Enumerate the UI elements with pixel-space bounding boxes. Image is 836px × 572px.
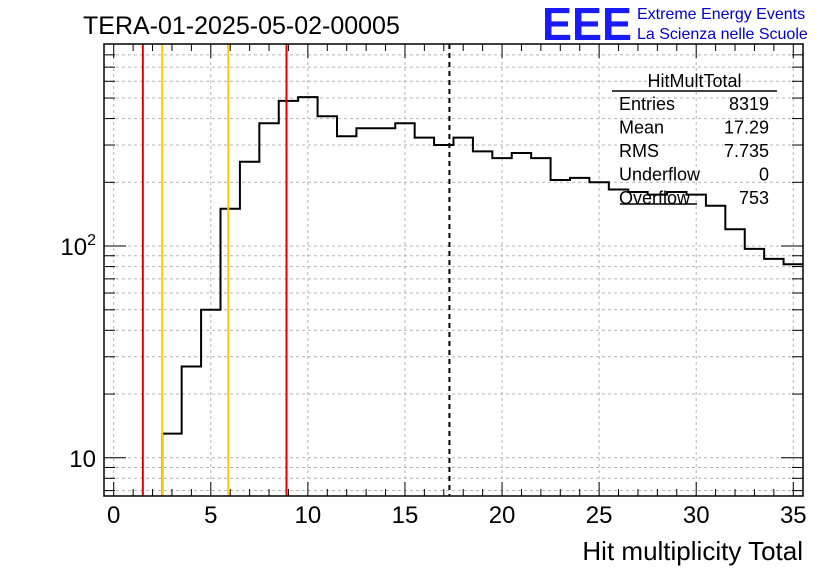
y-tick-label: 10 xyxy=(69,446,96,473)
stats-row-label: RMS xyxy=(619,141,659,161)
eee-logo: EEE Extreme Energy Events La Scienza nel… xyxy=(542,0,808,50)
stats-row-value: 17.29 xyxy=(724,118,769,138)
chart-title: TERA-01-2025-05-02-00005 xyxy=(83,12,400,40)
x-tick-label: 10 xyxy=(295,502,322,529)
stats-row-label: Entries xyxy=(619,94,675,114)
plot-frame-rect xyxy=(103,43,804,497)
stats-row-value: 753 xyxy=(739,188,769,208)
axis-ticks: 0 5 10 15 20 25 30 35 10 102 xyxy=(60,44,807,529)
stats-row-value: 7.735 xyxy=(724,141,769,161)
stats-box: HitMultTotal Entries 8319 Mean 17.29 RMS 7.735… xyxy=(612,71,777,208)
grid xyxy=(104,44,803,496)
marker-lines xyxy=(141,44,451,496)
x-tick-label: 15 xyxy=(392,502,419,529)
y-tick-label: 102 xyxy=(60,232,96,261)
x-tick-label: 20 xyxy=(489,502,516,529)
histogram-outline xyxy=(161,96,803,496)
plot-frame xyxy=(103,43,804,497)
stats-title: HitMultTotal xyxy=(647,71,741,91)
stats-row-label: Mean xyxy=(619,118,664,138)
x-axis-label: Hit multiplicity Total xyxy=(582,536,803,566)
logo-mark: EEE xyxy=(542,0,632,50)
x-tick-label: 5 xyxy=(204,502,217,529)
x-tick-label: 0 xyxy=(107,502,120,529)
x-tick-label: 25 xyxy=(586,502,613,529)
logo-line-1: Extreme Energy Events xyxy=(637,6,805,23)
stats-row-value: 8319 xyxy=(729,94,769,114)
logo-line-2: La Scienza nelle Scuole xyxy=(637,26,808,43)
stats-row-value: 0 xyxy=(759,165,769,185)
x-tick-label: 30 xyxy=(683,502,710,529)
histogram xyxy=(161,96,803,496)
stats-row-label: Overflow xyxy=(619,188,691,208)
x-tick-label: 35 xyxy=(780,502,807,529)
stats-row-label: Underflow xyxy=(619,165,701,185)
